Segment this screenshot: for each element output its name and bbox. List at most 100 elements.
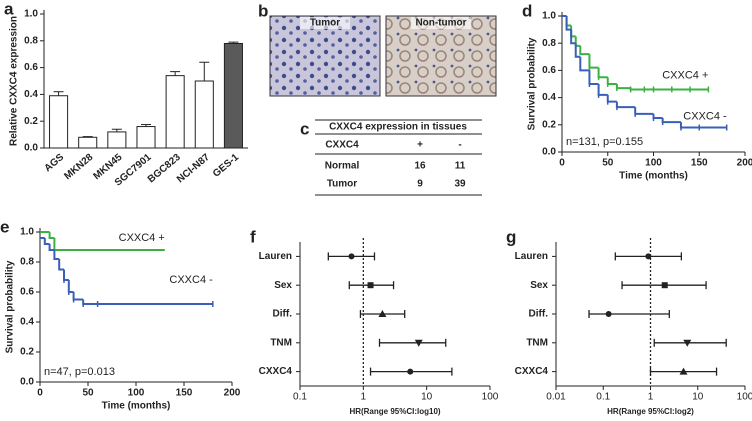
survival-step — [615, 101, 636, 109]
table-header: CXXC4 — [325, 140, 359, 151]
x-tick-label: 1 — [361, 392, 367, 403]
x-tick-label: MKN28 — [62, 152, 95, 182]
series-label: CXXC4 + — [119, 232, 165, 244]
y-tick-label: 0.2 — [20, 347, 34, 358]
survival-step — [574, 43, 581, 58]
hr-point — [407, 368, 414, 375]
y-tick-label: 0.0 — [20, 377, 34, 388]
x-tick-label: 200 — [224, 388, 241, 399]
x-tick-label: 100 — [128, 388, 145, 399]
y-tick-label: 0.8 — [542, 38, 556, 49]
x-axis-label: Time (months) — [619, 171, 688, 182]
y-axis-label: Relative CXXC4 expression — [9, 16, 20, 146]
table-cell: 39 — [454, 179, 466, 190]
survival-step — [53, 250, 60, 260]
x-tick-label: 0.1 — [596, 392, 610, 403]
survival-step — [72, 292, 84, 301]
panel-label: b — [258, 1, 268, 20]
nontumor-image — [385, 15, 497, 97]
hr-point — [367, 282, 374, 289]
x-tick-label: 0.01 — [546, 392, 566, 403]
survival-step — [629, 88, 645, 91]
panel-label: c — [300, 119, 309, 138]
table-cell: 9 — [417, 179, 423, 190]
x-tick-label: 150 — [691, 158, 708, 169]
annotation: n=131, p=0.155 — [566, 136, 643, 148]
table-cell: 16 — [414, 161, 426, 172]
y-tick-label: CXXC4 — [259, 366, 293, 377]
y-tick-label: Lauren — [259, 251, 292, 262]
table-title: CXXC4 expression in tissues — [329, 122, 467, 133]
x-tick-label: 0 — [37, 388, 43, 399]
survival-step — [570, 29, 576, 45]
series-label: CXXC4 + — [662, 69, 708, 81]
survival-step — [579, 56, 590, 72]
hr-point — [645, 253, 652, 260]
hr-point — [414, 339, 423, 347]
y-tick-label: 0.8 — [20, 257, 34, 268]
bar — [223, 42, 243, 149]
y-tick-label: Lauren — [515, 251, 548, 262]
y-tick-label: 0.2 — [24, 116, 38, 127]
survival-step — [58, 259, 64, 271]
y-tick-label: 0.4 — [20, 317, 34, 328]
survival-step — [48, 244, 55, 251]
title-bg — [411, 17, 471, 29]
image-title: Non-tumor — [415, 18, 466, 29]
x-tick-label: 100 — [482, 392, 499, 403]
x-tick-label: 50 — [602, 158, 614, 169]
x-tick-label: 0 — [559, 158, 565, 169]
hr-point — [348, 253, 355, 260]
table-header: + — [417, 140, 423, 151]
table-cell: 11 — [455, 161, 466, 172]
x-tick-label: 50 — [82, 388, 94, 399]
survival-step — [565, 16, 572, 31]
table-cell: Normal — [325, 161, 360, 172]
series-label: CXXC4 - — [683, 110, 727, 122]
y-tick-label: 0.6 — [20, 287, 34, 298]
survival-step — [679, 122, 700, 129]
x-tick-label: 150 — [176, 388, 193, 399]
y-tick-label: 1.0 — [542, 11, 556, 22]
survival-step — [606, 94, 617, 103]
series-label: CXXC4 - — [169, 274, 213, 286]
y-tick-label: 0.4 — [24, 89, 38, 100]
y-axis-label: Survival probability — [5, 260, 16, 353]
survival-step — [588, 54, 599, 69]
y-tick-label: 0.6 — [542, 65, 556, 76]
panel-label: a — [4, 0, 14, 18]
survival-step — [606, 77, 617, 85]
x-axis-label: HR(Range 95%CI:log10) — [349, 407, 440, 416]
hr-point — [679, 367, 688, 375]
x-tick-label: 0.1 — [293, 392, 307, 403]
hr-point — [378, 310, 387, 317]
bar — [107, 131, 127, 149]
x-tick-label: AGS — [43, 152, 67, 175]
survival-step — [579, 45, 590, 56]
y-tick-label: 0.2 — [542, 119, 556, 130]
x-tick-label: 1 — [648, 392, 654, 403]
panel-label: d — [522, 1, 532, 20]
bar — [194, 80, 214, 149]
table-header: - — [458, 140, 461, 151]
x-tick-label: 200 — [737, 158, 752, 169]
x-axis-label: HR(Range 95%CI:log2) — [607, 407, 694, 416]
panel-label: f — [250, 227, 256, 246]
survival-step — [48, 232, 55, 239]
x-tick-label: 10 — [692, 392, 704, 403]
y-tick-label: 0.8 — [24, 35, 38, 46]
y-axis-label: Survival probability — [527, 37, 538, 130]
panel-label: e — [0, 217, 9, 236]
survival-step — [82, 299, 98, 305]
annotation: n=47, p=0.013 — [44, 366, 115, 378]
survival-step — [588, 70, 599, 85]
survival-step — [597, 84, 608, 96]
y-tick-label: 0.4 — [542, 92, 556, 103]
y-tick-label: 1.0 — [24, 9, 38, 20]
survival-step — [43, 238, 50, 245]
bar — [78, 136, 98, 149]
y-tick-label: 0.0 — [542, 147, 556, 158]
bar — [49, 95, 69, 149]
hr-point — [683, 339, 692, 347]
